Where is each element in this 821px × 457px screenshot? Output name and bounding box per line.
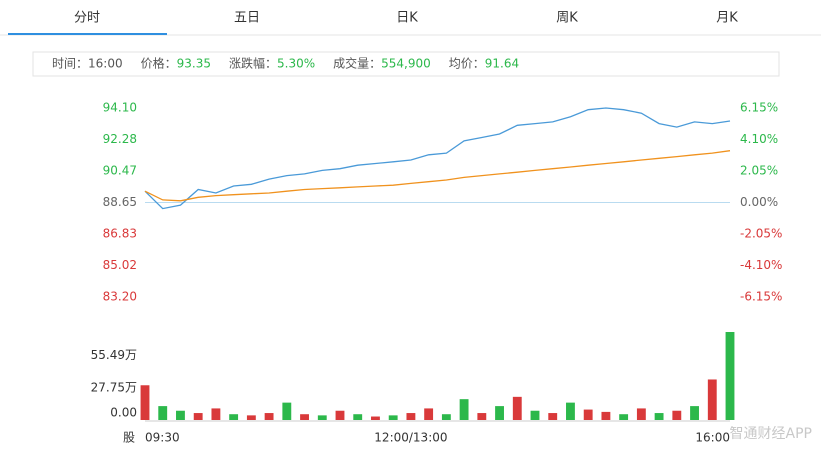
info-items: 时间： 16:00 价格： 93.35 涨跌幅： 5.30% 成交量： 554,900 均价： 9… [52, 56, 519, 71]
market-label: 股 [123, 431, 135, 445]
volume-bar [176, 410, 185, 420]
x-tick-label: 16:00 [695, 431, 730, 445]
volume-bar [246, 415, 256, 420]
info-value: 554,900 [381, 57, 431, 71]
volume-bar [512, 396, 522, 420]
volume-bar [353, 414, 363, 420]
y-tick-label: 85.02 [103, 258, 137, 272]
tab-bar: 分时 五日 日K 周K 月K [74, 11, 738, 26]
volume-bar [690, 406, 699, 420]
volume-bar [672, 410, 682, 420]
y2-tick-label: 0.00% [740, 195, 778, 209]
info-label: 时间： [52, 57, 88, 71]
tab[interactable]: 日K [396, 11, 418, 26]
y-tick-label: 94.10 [103, 101, 137, 115]
volume-bar [619, 414, 629, 420]
y2-tick-label: 4.10% [740, 132, 778, 146]
price-line [144, 107, 731, 210]
volume-bar [264, 413, 274, 420]
volume-bar [282, 402, 292, 420]
info-label: 均价： [449, 57, 485, 71]
volume-bar [654, 413, 664, 420]
volume-bar [530, 410, 540, 420]
volume-bar [158, 406, 168, 420]
volume-bar [725, 332, 735, 420]
price-line [144, 150, 731, 202]
y-tick-label: 88.65 [103, 195, 137, 209]
volume-bar [388, 415, 398, 420]
volume-bar [335, 410, 345, 420]
x-tick-label: 12:00/13:00 [374, 431, 447, 445]
volume-bar [441, 414, 451, 420]
volume-bar [548, 413, 558, 420]
volume-bar [495, 406, 504, 420]
volume-bar [636, 408, 646, 420]
tab[interactable]: 五日 [234, 11, 260, 26]
x-tick-label: 09:30 [145, 431, 180, 445]
volume-bar [707, 379, 717, 420]
y2-tick-label: -6.15% [740, 290, 782, 304]
volume-bar [140, 385, 150, 420]
y-tick-label: 83.20 [103, 290, 137, 304]
watermark: 智通财经APP [730, 426, 812, 442]
volume-bar [300, 414, 309, 420]
tab[interactable]: 周K [556, 11, 578, 26]
y2-tick-label: -4.10% [740, 258, 782, 272]
y-tick-label: 92.28 [103, 132, 137, 146]
volume-tick-label: 0.00 [110, 406, 137, 420]
info-label: 价格： [141, 56, 177, 71]
volume-bar [459, 399, 469, 420]
volume-tick-label: 55.49万 [91, 348, 137, 362]
volume-bar [317, 415, 327, 420]
volume-bar [477, 413, 487, 420]
info-bar [32, 51, 780, 77]
y-tick-label: 86.83 [103, 227, 137, 241]
info-label: 成交量： [333, 56, 381, 71]
volume-bar [229, 414, 239, 420]
y2-tick-label: 6.15% [740, 101, 778, 115]
info-value: 93.35 [177, 57, 211, 71]
volume-bar [406, 413, 416, 420]
y-tick-label: 90.47 [103, 163, 137, 177]
info-value: 16:00 [88, 57, 123, 71]
y2-tick-label: -2.05% [740, 227, 782, 241]
volume-bar [211, 408, 221, 420]
info-value: 91.64 [485, 57, 519, 71]
volume-bar [601, 411, 611, 420]
volume-bar [583, 409, 593, 420]
volume-bar [371, 416, 380, 420]
y2-tick-label: 2.05% [740, 164, 778, 178]
volume-bar [193, 413, 203, 420]
tab[interactable]: 分时 [74, 11, 100, 26]
volume-bar [566, 402, 575, 420]
volume-bar [424, 408, 434, 420]
info-label: 涨跌幅： [229, 56, 277, 71]
info-value: 5.30% [277, 57, 315, 71]
volume-tick-label: 27.75万 [91, 380, 137, 394]
tab[interactable]: 月K [716, 11, 738, 26]
